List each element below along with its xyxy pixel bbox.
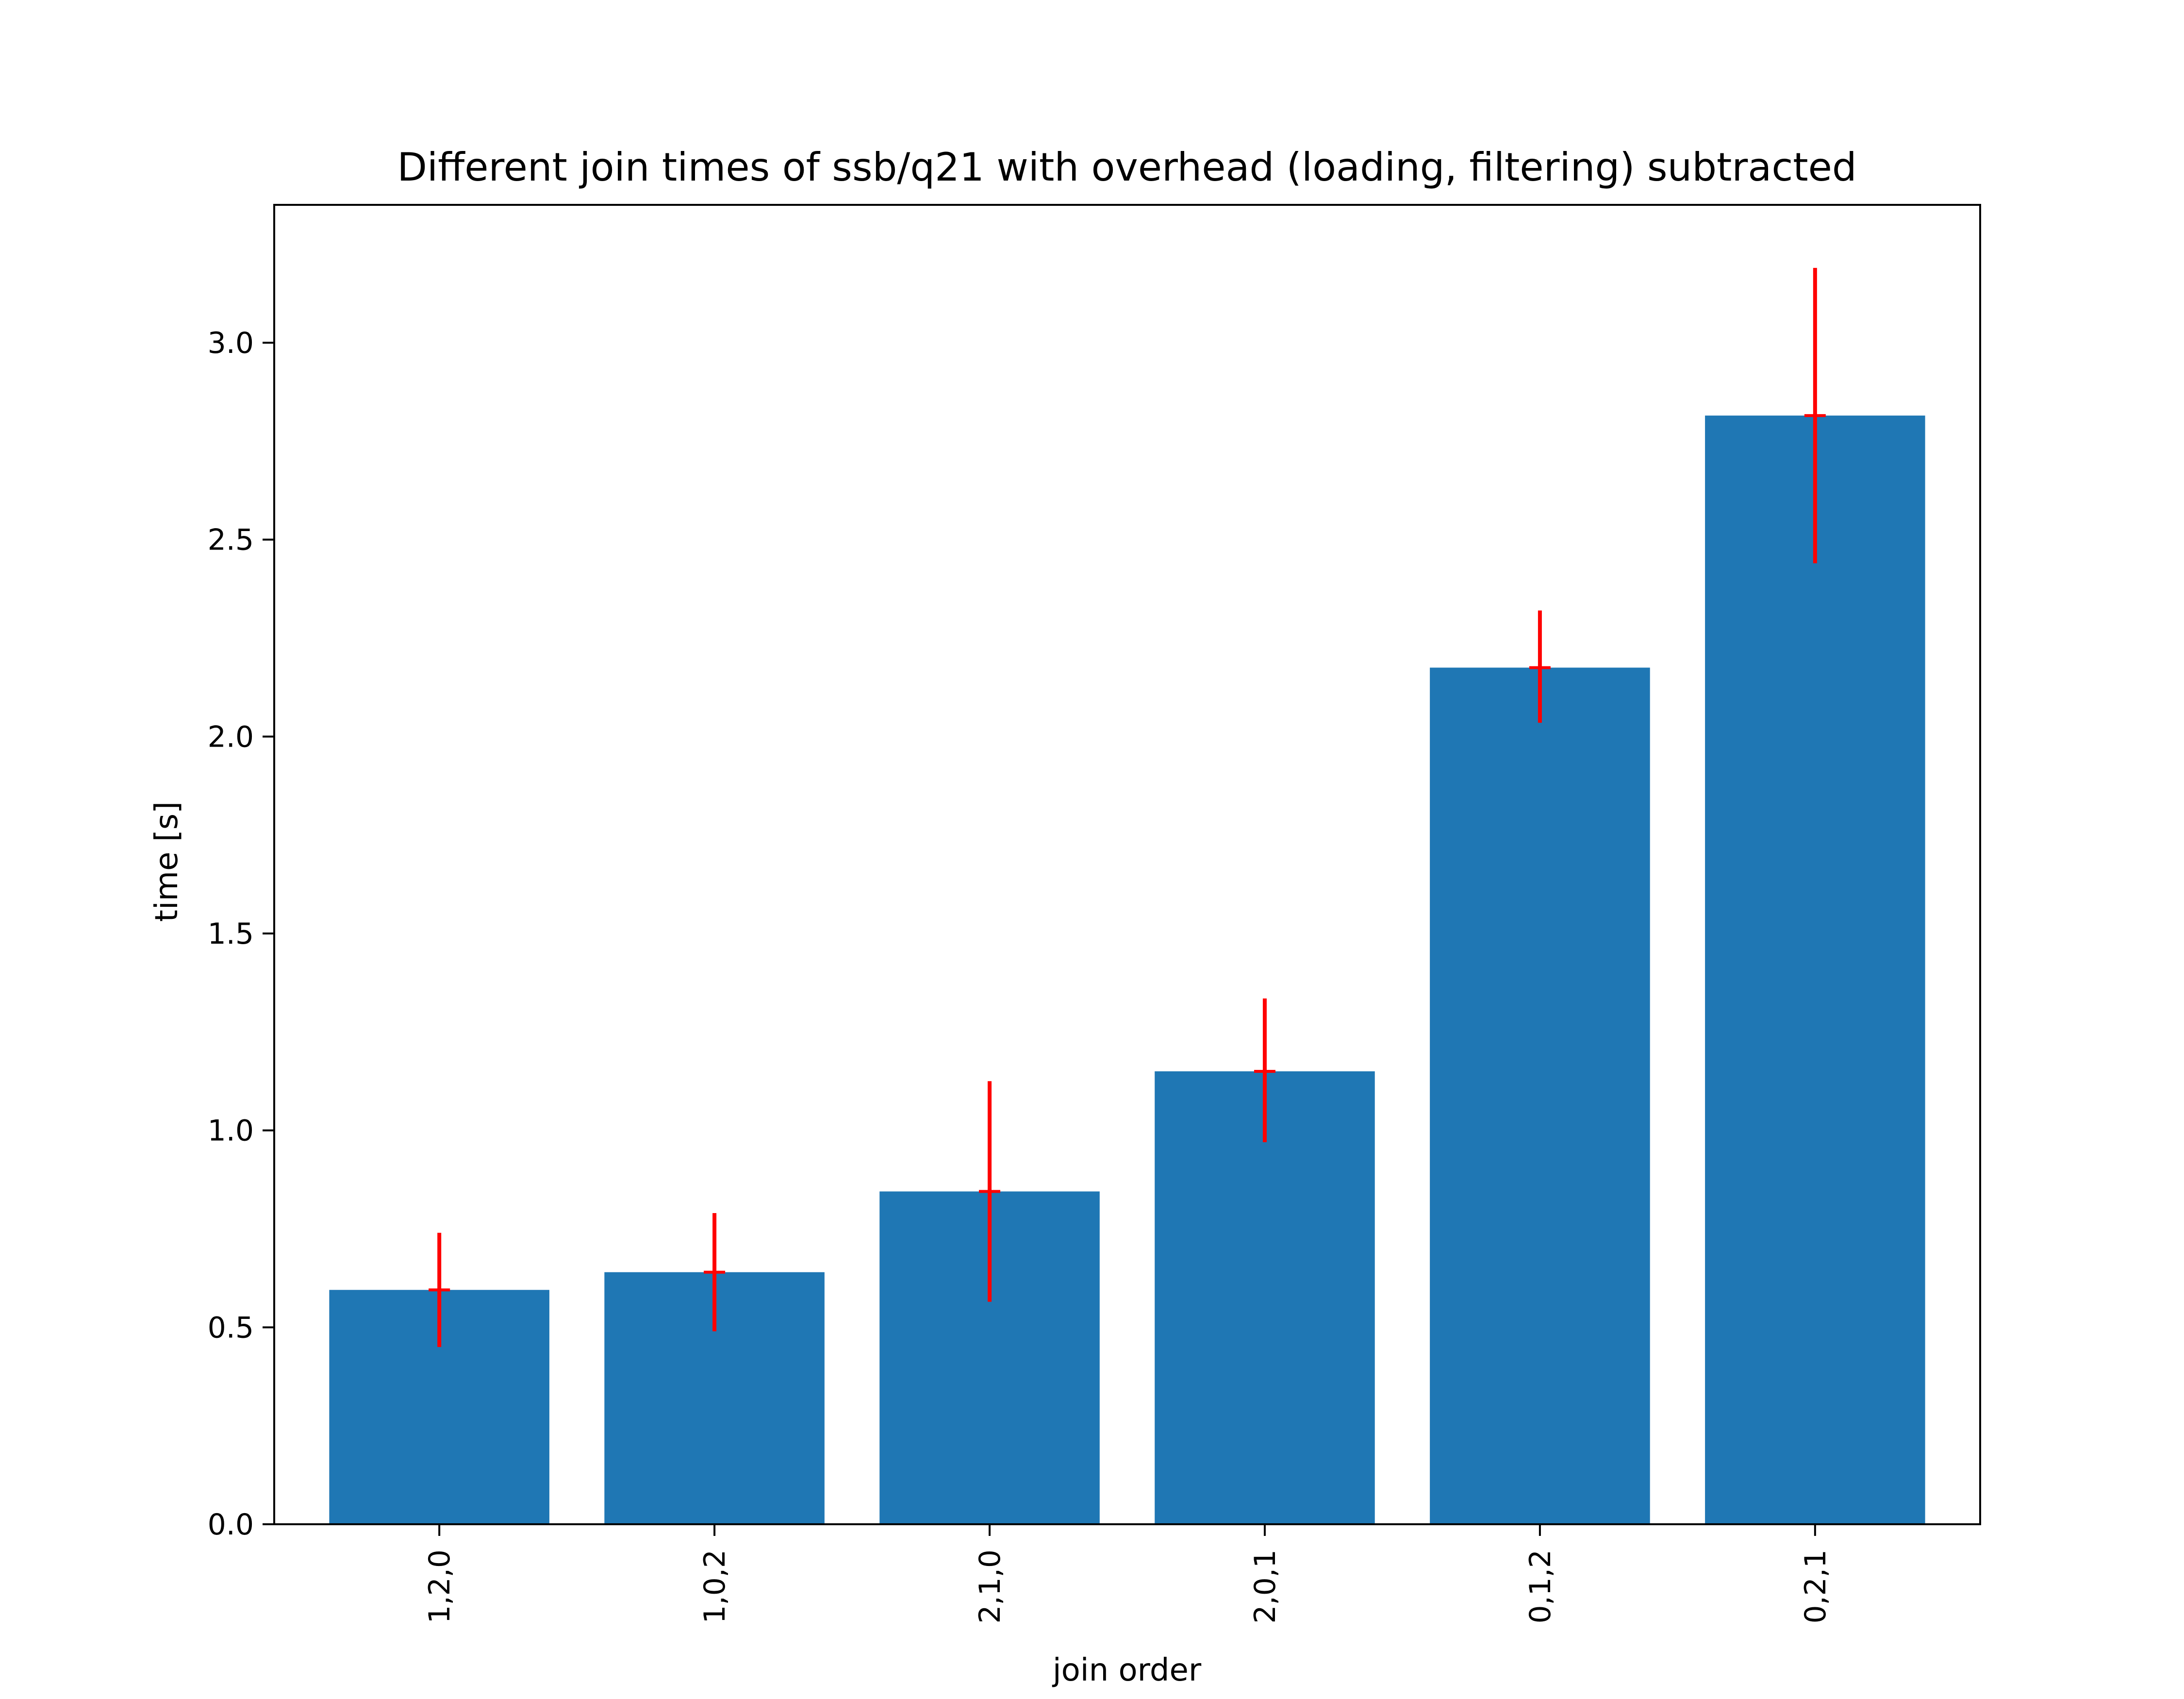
x-tick-label-3: 2,0,1 [1248,1549,1282,1624]
bar-5 [1705,416,1925,1525]
x-tick-label-2: 2,1,0 [973,1549,1007,1624]
y-axis: 0.0 0.5 1.0 1.5 2.0 2.5 3.0 [208,326,274,1542]
bar-4 [1430,667,1650,1524]
x-tick-label-5: 0,2,1 [1799,1549,1833,1624]
x-tick-label-1: 1,0,2 [698,1549,732,1624]
x-tick-label-0: 1,2,0 [423,1549,457,1624]
bar-3 [1155,1071,1375,1524]
x-axis-label: join order [1052,1652,1202,1688]
y-tick-label-3: 1.5 [208,917,254,951]
x-tick-label-4: 0,1,2 [1523,1549,1557,1624]
chart-title: Different join times of ssb/q21 with ove… [397,145,1856,190]
bars-group [329,416,1925,1525]
y-tick-label-5: 2.5 [208,523,254,557]
y-tick-label-6: 3.0 [208,326,254,360]
y-tick-label-2: 1.0 [208,1114,254,1148]
y-axis-label: time [s] [149,801,185,922]
y-tick-label-0: 0.0 [208,1508,254,1542]
y-tick-label-1: 0.5 [208,1311,254,1345]
plot-frame [273,204,1981,1525]
y-tick-label-4: 2.0 [208,720,254,754]
error-bars-group [429,267,1826,1347]
x-axis: 1,2,0 1,0,2 2,1,0 2,0,1 0,1,2 0,2,1 [423,1524,1833,1624]
